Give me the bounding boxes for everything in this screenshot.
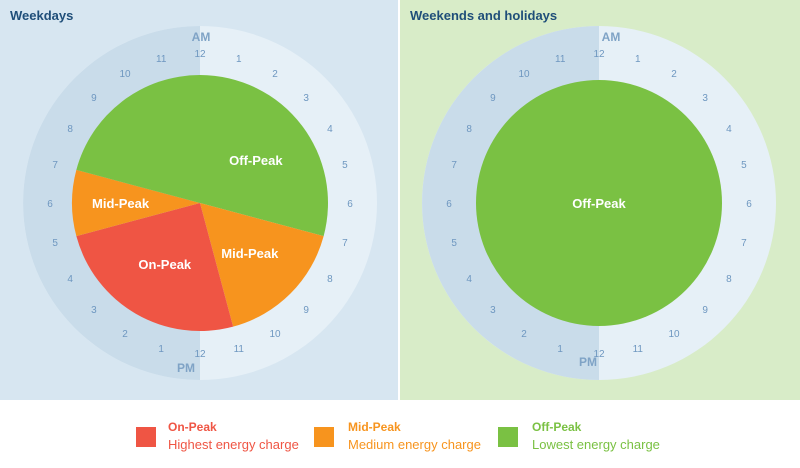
hour-tick-label: 3 (91, 305, 97, 316)
legend-title-on-peak: On-Peak (168, 420, 217, 434)
hour-tick-label: 2 (272, 69, 278, 80)
hour-tick-label: 4 (466, 274, 472, 285)
hour-tick-label: 8 (67, 124, 73, 135)
hour-tick-label: 7 (741, 238, 747, 249)
hour-tick-label: 6 (347, 199, 353, 210)
hour-tick-label: 3 (490, 305, 496, 316)
hour-tick-label: 5 (451, 238, 457, 249)
pm-label-weekends: PM (579, 355, 597, 369)
legend: On-Peak Highest energy charge Mid-Peak M… (136, 420, 660, 452)
hour-tick-label: 11 (555, 54, 566, 65)
panel-weekdays-title: Weekdays (10, 8, 73, 23)
panel-weekends-title: Weekends and holidays (410, 8, 557, 23)
am-label-weekends: AM (602, 30, 621, 44)
hour-tick-label: 10 (119, 69, 131, 80)
legend-swatch-on-peak (136, 427, 156, 447)
pie-weekdays (71, 75, 329, 332)
am-label-weekdays: AM (192, 30, 211, 44)
hour-tick-label: 4 (726, 124, 732, 135)
pie-segment-mid-peak (200, 203, 324, 327)
hour-tick-label: 8 (726, 274, 732, 285)
hour-tick-label: 3 (303, 93, 309, 104)
panel-weekends: Weekends and holidays AM PM 12 1234567891… (400, 0, 800, 400)
hour-tick-label: 10 (518, 69, 530, 80)
pie-segment-off-peak (200, 75, 329, 237)
hour-tick-label: 9 (91, 93, 97, 104)
hour-tick-label: 12 (593, 49, 605, 60)
legend-description-on-peak: Highest energy charge (168, 437, 299, 452)
hour-tick-label: 8 (466, 124, 472, 135)
hour-tick-label: 9 (702, 305, 708, 316)
hour-tick-label: 3 (702, 93, 708, 104)
pm-label-weekdays: PM (177, 361, 195, 375)
hour-tick-label: 10 (668, 329, 680, 340)
pie-segment-off-peak (76, 75, 200, 203)
hour-tick-label: 11 (633, 344, 644, 355)
pie-segment-on-peak (76, 203, 234, 332)
hour-tick-label: 7 (451, 160, 457, 171)
hour-tick-label: 1 (236, 54, 242, 65)
hour-tick-label: 8 (327, 274, 333, 285)
hour-tick-label: 10 (269, 329, 281, 340)
hour-tick-label: 1 (557, 344, 563, 355)
legend-title-mid-peak: Mid-Peak (348, 420, 401, 434)
hour-tick-label: 1 (635, 54, 641, 65)
legend-description-off-peak: Lowest energy charge (532, 437, 660, 452)
segment-label-off-peak: Off-Peak (572, 196, 626, 211)
hour-tick-label: 5 (342, 160, 348, 171)
legend-title-off-peak: Off-Peak (532, 420, 582, 434)
hour-tick-label: 11 (234, 344, 245, 355)
hour-tick-label: 7 (342, 238, 348, 249)
segment-labels-weekdays: Off-Peak Mid-Peak On-Peak Mid-Peak (92, 153, 283, 272)
hour-tick-label: 1 (158, 344, 164, 355)
legend-description-mid-peak: Medium energy charge (348, 437, 481, 452)
hour-tick-label: 11 (156, 54, 167, 65)
hour-tick-label: 4 (327, 124, 333, 135)
hour-tick-label: 6 (47, 199, 53, 210)
hour-tick-label: 6 (446, 199, 452, 210)
hour-tick-label: 12 (194, 349, 206, 360)
segment-label-mid-peak: Mid-Peak (221, 246, 279, 261)
hour-tick-label: 6 (746, 199, 752, 210)
hour-tick-label: 2 (671, 69, 677, 80)
hour-tick-label: 2 (122, 329, 128, 340)
legend-swatch-mid-peak (314, 427, 334, 447)
pie-segment-off-peak (476, 80, 722, 326)
hour-tick-label: 7 (52, 160, 58, 171)
hour-tick-label: 9 (490, 93, 496, 104)
hour-tick-label: 9 (303, 305, 309, 316)
hour-tick-label: 4 (67, 274, 73, 285)
hour-tick-label: 12 (194, 49, 206, 60)
segment-labels-weekends: Off-Peak (572, 196, 626, 211)
panel-weekdays: Weekdays AM PM 12 12345678910111212345678… (0, 0, 398, 400)
hour-tick-label: 2 (521, 329, 527, 340)
pie-segment-mid-peak (71, 169, 200, 237)
legend-swatch-off-peak (498, 427, 518, 447)
hour-tick-label: 12 (593, 349, 605, 360)
hour-tick-label: 5 (741, 160, 747, 171)
pie-weekends (476, 80, 722, 326)
segment-label-off-peak: Off-Peak (229, 153, 283, 168)
hour-tick-label: 5 (52, 238, 58, 249)
segment-label-mid-peak: Mid-Peak (92, 196, 150, 211)
segment-label-on-peak: On-Peak (138, 257, 192, 272)
